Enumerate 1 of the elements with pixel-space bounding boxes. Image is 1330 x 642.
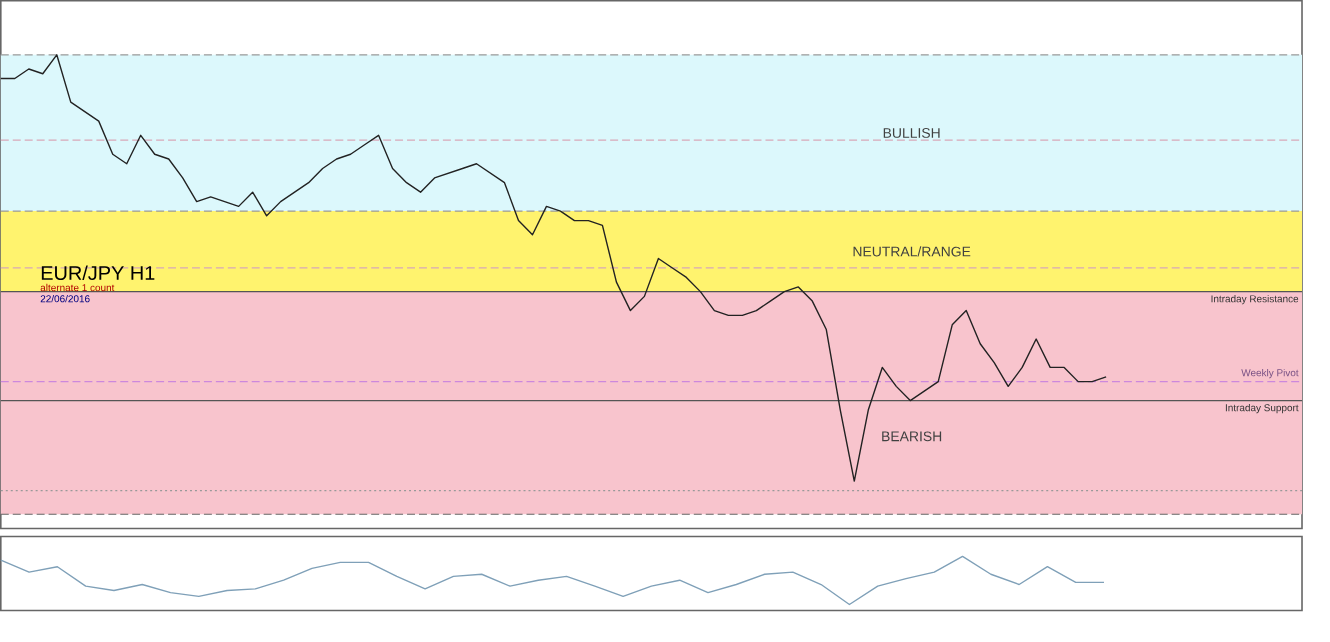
text: EUR/JPY H1 [41, 265, 155, 280]
